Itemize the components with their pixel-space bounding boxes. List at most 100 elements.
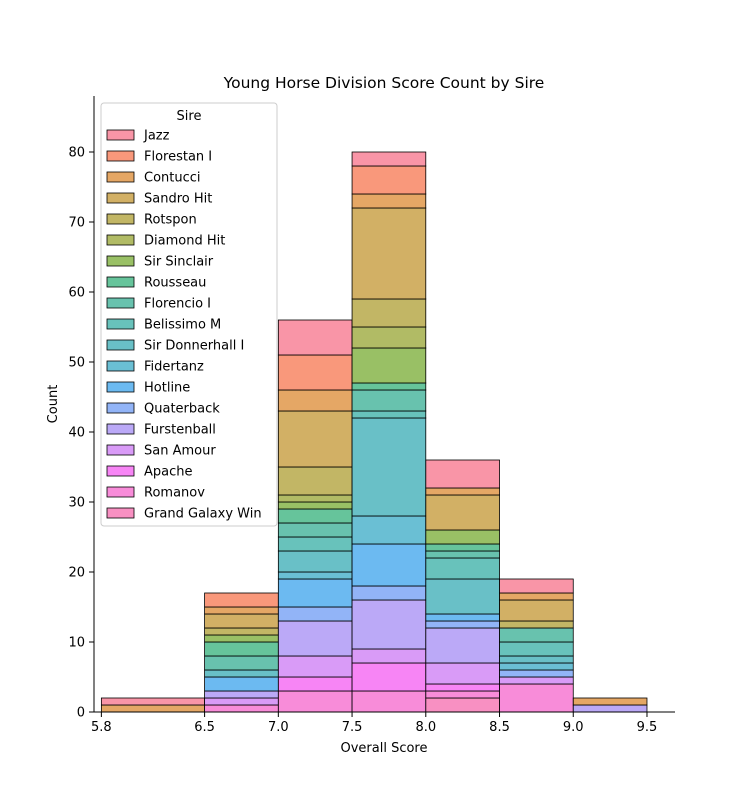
bar-segment-contucci-bin-1 bbox=[204, 606, 279, 615]
legend-swatch bbox=[106, 423, 135, 435]
y-tick-label: 0 bbox=[77, 706, 85, 721]
bar-segment-jazz-bin-4 bbox=[425, 459, 500, 489]
y-tick-label: 30 bbox=[68, 496, 85, 511]
bar-segment-belissimo-m-bin-4 bbox=[425, 557, 500, 580]
legend-label: Rotspon bbox=[144, 213, 197, 228]
bar-segment-contucci-bin-0 bbox=[100, 704, 205, 713]
legend-swatch bbox=[106, 444, 135, 456]
bar-segment-jazz-bin-3 bbox=[351, 151, 427, 167]
y-tick-label: 80 bbox=[68, 146, 85, 161]
bar-segment-contucci-bin-2 bbox=[277, 389, 353, 412]
bar-segment-contucci-bin-5 bbox=[499, 592, 574, 601]
legend-items: Jazz Florestan I Contucci Sandro Hit Rotspon… bbox=[106, 129, 262, 522]
bar-segment-contucci-bin-6 bbox=[572, 697, 648, 706]
bar-segment-fidertanz-bin-5 bbox=[499, 662, 574, 671]
axes-layer bbox=[93, 96, 675, 713]
y-tick-label: 20 bbox=[68, 566, 85, 581]
bar-segment-sir-sinclair-bin-4 bbox=[425, 529, 500, 545]
bar-segment-grand-galaxy-win-bin-4 bbox=[425, 697, 500, 713]
bar-segment-rotspon-bin-3 bbox=[351, 298, 427, 328]
bar-segment-florestan-i-bin-2 bbox=[277, 354, 353, 391]
legend-frame bbox=[100, 102, 278, 527]
bar-segment-sir-sinclair-bin-3 bbox=[351, 347, 427, 384]
y-tick-label: 10 bbox=[68, 636, 85, 651]
bar-segment-hotline-bin-4 bbox=[425, 613, 500, 622]
bar-segment-hotline-bin-2 bbox=[277, 578, 353, 608]
bar-segment-florencio-i-bin-2 bbox=[277, 522, 353, 538]
y-tick-label: 70 bbox=[68, 216, 85, 231]
bar-segment-quaterback-bin-4 bbox=[425, 620, 500, 629]
bar-segment-furstenball-bin-3 bbox=[351, 599, 427, 650]
bar-segment-rousseau-bin-3 bbox=[351, 382, 427, 391]
legend-label: Diamond Hit bbox=[144, 234, 225, 249]
legend-swatch bbox=[106, 150, 135, 162]
legend-label: Rousseau bbox=[144, 276, 206, 291]
bar-segment-sandro-hit-bin-3 bbox=[351, 207, 427, 300]
bar-segment-jazz-bin-2 bbox=[277, 319, 353, 356]
x-tick-label: 7.0 bbox=[268, 720, 289, 735]
legend-label: Romanov bbox=[144, 486, 205, 501]
bar-segment-romanov-bin-1 bbox=[204, 704, 279, 713]
bar-segment-sir-sinclair-bin-2 bbox=[277, 501, 353, 510]
bar-segment-rousseau-bin-1 bbox=[204, 641, 279, 657]
y-tick-label: 40 bbox=[68, 426, 85, 441]
legend-label: Sir Donnerhall I bbox=[144, 339, 244, 354]
x-ticks: 5.8 6.5 7.0 7.5 8.0 8.5 9.0 9.5 bbox=[91, 712, 657, 735]
legend-swatch bbox=[106, 402, 135, 414]
y-tick-label: 50 bbox=[68, 356, 85, 371]
bar-segment-san-amour-bin-5 bbox=[499, 676, 574, 685]
bar-segment-rotspon-bin-1 bbox=[204, 627, 279, 636]
chart-title: Young Horse Division Score Count by Sire bbox=[223, 74, 545, 92]
x-axis-label: Overall Score bbox=[340, 741, 427, 756]
legend-swatch bbox=[106, 507, 135, 519]
legend-label: Quaterback bbox=[144, 402, 220, 417]
legend-swatch bbox=[106, 318, 135, 330]
legend-swatch bbox=[106, 276, 135, 288]
bar-segment-sir-donnerhall-i-bin-3 bbox=[351, 417, 427, 517]
bar-segment-rotspon-bin-2 bbox=[277, 466, 353, 496]
bar-segment-sandro-hit-bin-5 bbox=[499, 599, 574, 622]
x-tick-label: 8.5 bbox=[489, 720, 510, 735]
bar-segment-belissimo-m-bin-3 bbox=[351, 410, 427, 419]
legend-swatch bbox=[106, 339, 135, 351]
x-tick-label: 7.5 bbox=[342, 720, 363, 735]
legend-label: Sandro Hit bbox=[144, 192, 212, 207]
bar-segment-furstenball-bin-4 bbox=[425, 627, 500, 664]
bar-segment-jazz-bin-0 bbox=[100, 697, 205, 706]
legend-label: Sir Sinclair bbox=[144, 255, 214, 270]
legend-swatch bbox=[106, 213, 135, 225]
legend-label: Florestan I bbox=[144, 150, 212, 165]
legend-label: Florencio I bbox=[144, 297, 211, 312]
bar-segment-sir-donnerhall-i-bin-2 bbox=[277, 550, 353, 573]
bar-segment-furstenball-bin-6 bbox=[572, 704, 648, 713]
legend-label: Furstenball bbox=[144, 423, 216, 438]
legend-label: Apache bbox=[144, 465, 193, 480]
bars-layer bbox=[100, 151, 648, 713]
legend-label: Belissimo M bbox=[144, 318, 221, 333]
bar-segment-hotline-bin-1 bbox=[204, 676, 279, 692]
bar-segment-belissimo-m-bin-2 bbox=[277, 536, 353, 552]
bar-segment-rousseau-bin-4 bbox=[425, 543, 500, 552]
x-tick-label: 9.0 bbox=[563, 720, 584, 735]
bar-segment-sir-donnerhall-i-bin-5 bbox=[499, 655, 574, 664]
bar-segment-fidertanz-bin-3 bbox=[351, 515, 427, 545]
bar-segment-sir-donnerhall-i-bin-1 bbox=[204, 669, 279, 678]
legend-swatch bbox=[106, 465, 135, 477]
bar-segment-romanov-bin-2 bbox=[277, 690, 353, 713]
bar-segment-apache-bin-3 bbox=[351, 662, 427, 692]
bar-segment-sandro-hit-bin-4 bbox=[425, 494, 500, 531]
legend-label: San Amour bbox=[144, 444, 216, 459]
bar-segment-sir-donnerhall-i-bin-4 bbox=[425, 578, 500, 615]
x-tick-label: 9.5 bbox=[637, 720, 658, 735]
y-axis-label: Count bbox=[46, 385, 61, 424]
x-tick-label: 8.0 bbox=[415, 720, 436, 735]
x-tick-label: 5.8 bbox=[91, 720, 112, 735]
y-ticks: 0 10 20 30 40 50 60 70 80 bbox=[68, 146, 94, 721]
legend-swatch bbox=[106, 297, 135, 309]
bar-segment-quaterback-bin-3 bbox=[351, 585, 427, 601]
legend-label: Hotline bbox=[144, 381, 190, 396]
bar-segment-belissimo-m-bin-5 bbox=[499, 641, 574, 657]
bar-segment-rousseau-bin-2 bbox=[277, 508, 353, 524]
legend-label: Jazz bbox=[143, 129, 170, 144]
